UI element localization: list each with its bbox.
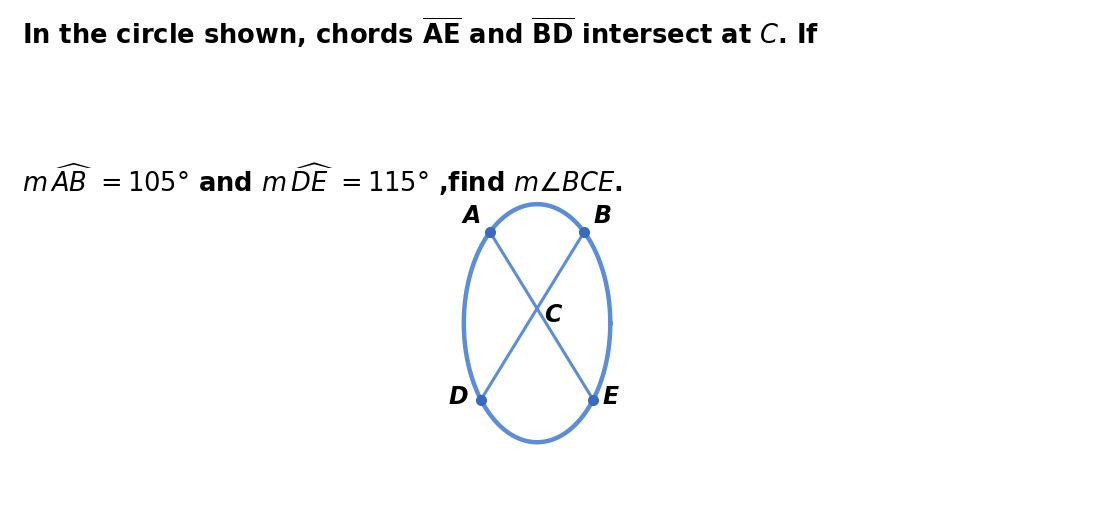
Text: C: C	[544, 304, 561, 327]
Text: D: D	[449, 385, 468, 409]
Text: E: E	[603, 385, 618, 409]
Text: In the circle shown, chords $\mathbf{\overline{AE}}$ and $\mathbf{\overline{BD}}: In the circle shown, chords $\mathbf{\ov…	[22, 15, 819, 49]
Text: $m\,\widehat{AB}$ $= 105°$ and $m\,\widehat{DE}$ $= 115°$ ,find $m\angle BCE$.: $m\,\widehat{AB}$ $= 105°$ and $m\,\wide…	[22, 162, 623, 198]
Text: B: B	[593, 204, 612, 228]
Text: A: A	[463, 204, 481, 228]
